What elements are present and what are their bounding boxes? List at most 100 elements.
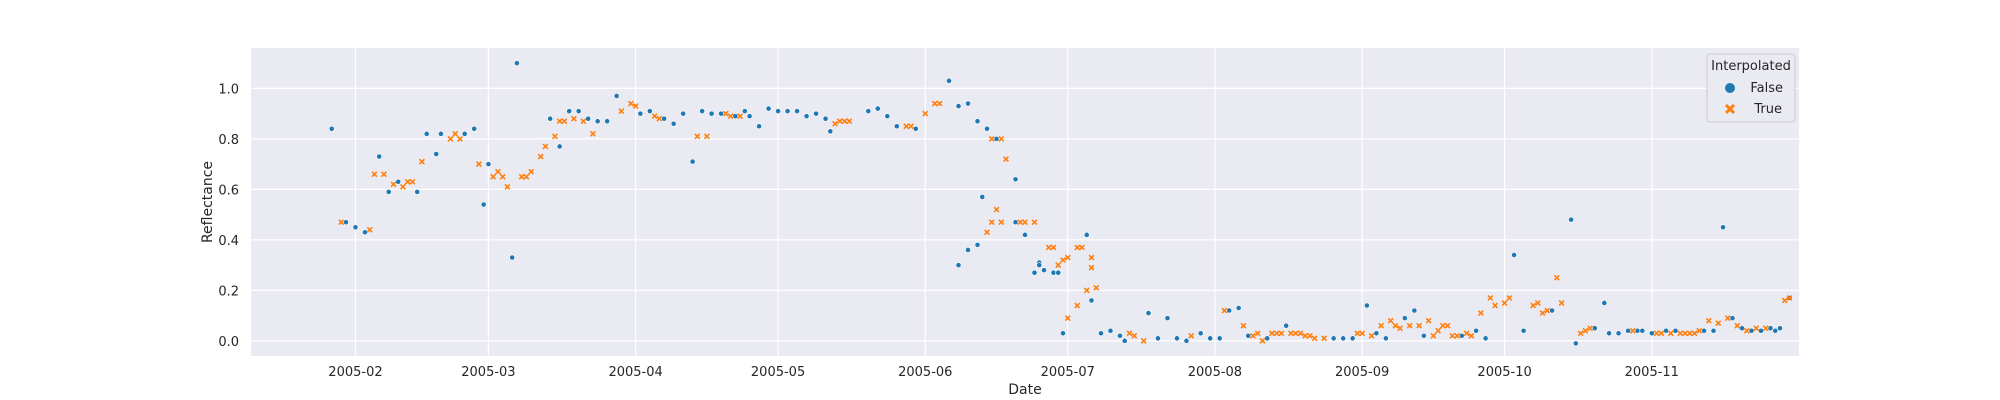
point-true	[418, 158, 425, 165]
point-false	[732, 113, 739, 120]
point-true	[1492, 302, 1499, 309]
point-false	[965, 100, 971, 107]
point-true	[1682, 330, 1689, 337]
point-false	[670, 120, 677, 127]
x-tick-label: 2005-03	[461, 365, 515, 380]
point-true	[1653, 330, 1660, 337]
point-false	[1615, 330, 1622, 337]
point-true	[366, 226, 373, 233]
point-true	[1705, 317, 1712, 324]
point-false	[822, 115, 829, 122]
point-false	[1098, 330, 1104, 337]
point-true	[1254, 330, 1261, 337]
point-false	[1107, 327, 1114, 334]
point-true	[1667, 330, 1674, 337]
point-false	[1710, 327, 1717, 334]
point-true	[1435, 327, 1442, 334]
point-false	[993, 135, 1000, 142]
point-false	[775, 108, 781, 115]
point-true	[1587, 325, 1594, 332]
point-false	[1060, 330, 1066, 337]
point-false	[343, 219, 349, 226]
point-true	[537, 153, 544, 160]
point-true	[1088, 254, 1095, 261]
legend-marker-true	[1724, 103, 1736, 115]
point-true	[1558, 300, 1565, 306]
point-false	[1050, 269, 1057, 276]
point-true	[988, 135, 995, 142]
point-false	[594, 118, 601, 125]
point-false	[1207, 335, 1214, 342]
point-true	[1079, 244, 1085, 251]
point-true	[1715, 320, 1722, 327]
point-false	[1568, 216, 1574, 223]
point-false	[1591, 325, 1598, 332]
point-true	[1553, 274, 1560, 281]
point-true	[504, 183, 511, 190]
point-true	[984, 229, 990, 236]
point-true	[1221, 307, 1228, 314]
point-false	[1183, 337, 1190, 344]
point-true	[1743, 327, 1750, 334]
point-false	[1520, 327, 1527, 334]
point-false	[1648, 330, 1655, 337]
point-true	[390, 181, 397, 188]
point-false	[955, 103, 962, 109]
point-true	[1088, 264, 1095, 271]
point-true	[1582, 327, 1589, 334]
point-true	[1045, 244, 1052, 251]
x-gridlines	[354, 48, 1653, 356]
point-false	[661, 115, 668, 122]
point-false	[893, 123, 900, 130]
point-true	[1278, 330, 1285, 337]
y-tick-label: 0.2	[218, 284, 239, 299]
point-true	[1734, 322, 1741, 329]
point-false	[1473, 327, 1480, 334]
point-false	[756, 123, 762, 130]
point-true	[727, 113, 734, 120]
point-true	[380, 171, 387, 178]
point-true	[1297, 330, 1304, 337]
x-tick-label: 2005-06	[898, 365, 952, 380]
point-false	[547, 115, 554, 122]
point-true	[1430, 332, 1437, 339]
point-true	[1064, 315, 1071, 322]
point-true	[1696, 327, 1703, 334]
point-true	[1268, 330, 1275, 337]
point-false	[1245, 332, 1252, 339]
point-false	[1720, 224, 1726, 231]
point-false	[575, 108, 582, 115]
point-true	[832, 120, 839, 127]
point-false	[480, 201, 487, 208]
point-false	[637, 110, 644, 117]
point-false	[1088, 297, 1095, 304]
point-true	[1444, 322, 1451, 329]
point-false	[1235, 305, 1242, 311]
point-true	[1055, 262, 1062, 269]
point-true	[998, 219, 1005, 226]
point-false	[485, 161, 492, 168]
x-tick-label: 2005-05	[751, 365, 805, 380]
point-false	[784, 108, 791, 115]
point-true	[1686, 330, 1693, 337]
point-true	[1302, 332, 1309, 339]
point-false	[912, 125, 919, 132]
point-false	[514, 60, 520, 67]
point-true	[1677, 330, 1684, 337]
point-true	[1724, 315, 1731, 322]
point-false	[1549, 307, 1555, 314]
point-false	[1349, 335, 1356, 342]
point-false	[1482, 335, 1489, 342]
point-true	[1449, 332, 1456, 339]
point-true	[1477, 310, 1484, 317]
point-true	[1439, 322, 1446, 329]
point-false	[884, 113, 891, 120]
point-true	[456, 135, 463, 142]
point-false	[461, 130, 468, 137]
point-true	[1544, 307, 1551, 314]
point-false	[1022, 231, 1028, 238]
point-false	[613, 93, 620, 99]
point-true	[409, 178, 416, 185]
point-true	[404, 178, 411, 185]
point-false	[362, 229, 368, 236]
